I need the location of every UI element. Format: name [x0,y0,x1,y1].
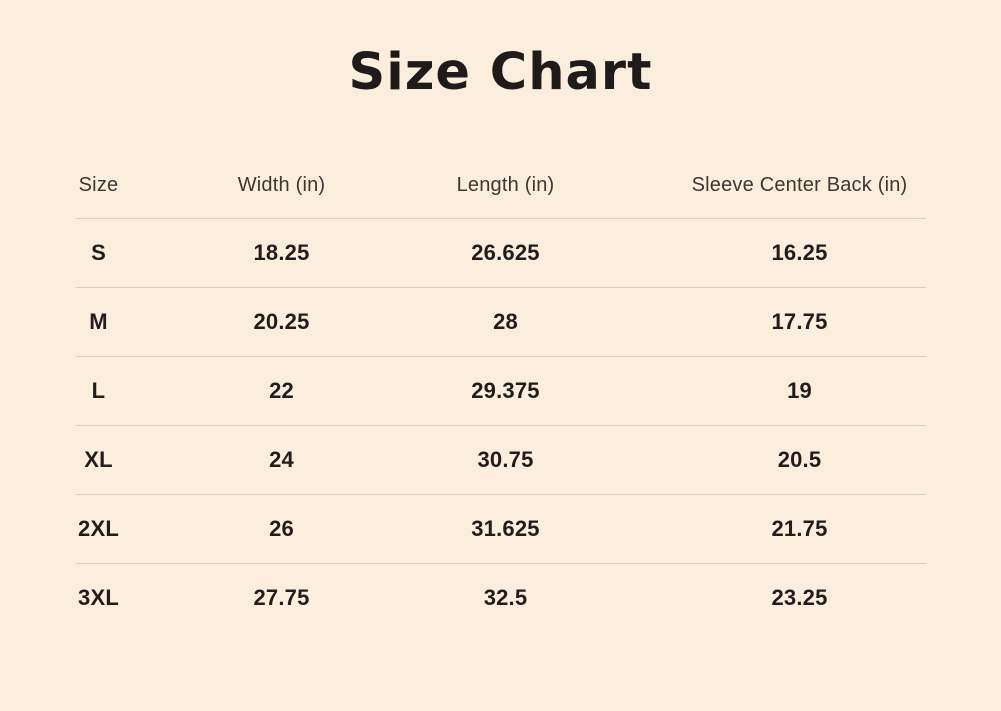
table-cell: 17.75 [771,309,828,334]
size-chart-page: Size Chart Size Width (in) Length (in) Slee… [0,44,1001,632]
table-cell: 24 [269,447,294,472]
table-cell: 20.25 [253,309,310,334]
column-header-length-in: Length (in) [456,173,555,196]
table-cell: 32.5 [483,585,528,610]
table-cell: 20.5 [777,447,822,472]
column-header-sleeve-center-back-in: Sleeve Center Back (in) [691,173,908,196]
row-divider [75,287,926,288]
row-divider [75,218,926,219]
column-header-size: Size [78,173,119,196]
page-title: Size Chart [348,43,653,102]
table-cell: 26 [269,516,294,541]
table-cell: 30.75 [477,447,534,472]
table-cell: 16.25 [771,240,828,265]
size-label-s: S [91,240,106,265]
size-label-2xl: 2XL [78,516,119,541]
size-chart-table: Size Width (in) Length (in) Sleeve Center B… [75,152,926,632]
table-cell: 27.75 [253,585,310,610]
size-label-l: L [91,378,106,403]
table-cell: 23.25 [771,585,828,610]
table-cell: 31.625 [471,516,540,541]
table-cell: 21.75 [771,516,828,541]
row-divider [75,494,926,495]
table-cell: 26.625 [471,240,540,265]
size-label-m: M [89,309,108,334]
table-cell: 28 [493,309,518,334]
size-label-xl: XL [84,447,113,472]
row-divider [75,563,926,564]
row-divider [75,425,926,426]
table-cell: 22 [269,378,294,403]
row-divider [75,356,926,357]
column-header-width-in: Width (in) [237,173,326,196]
size-label-3xl: 3XL [78,585,119,610]
table-cell: 29.375 [471,378,540,403]
table-cell: 18.25 [253,240,310,265]
table-cell: 19 [787,378,812,403]
